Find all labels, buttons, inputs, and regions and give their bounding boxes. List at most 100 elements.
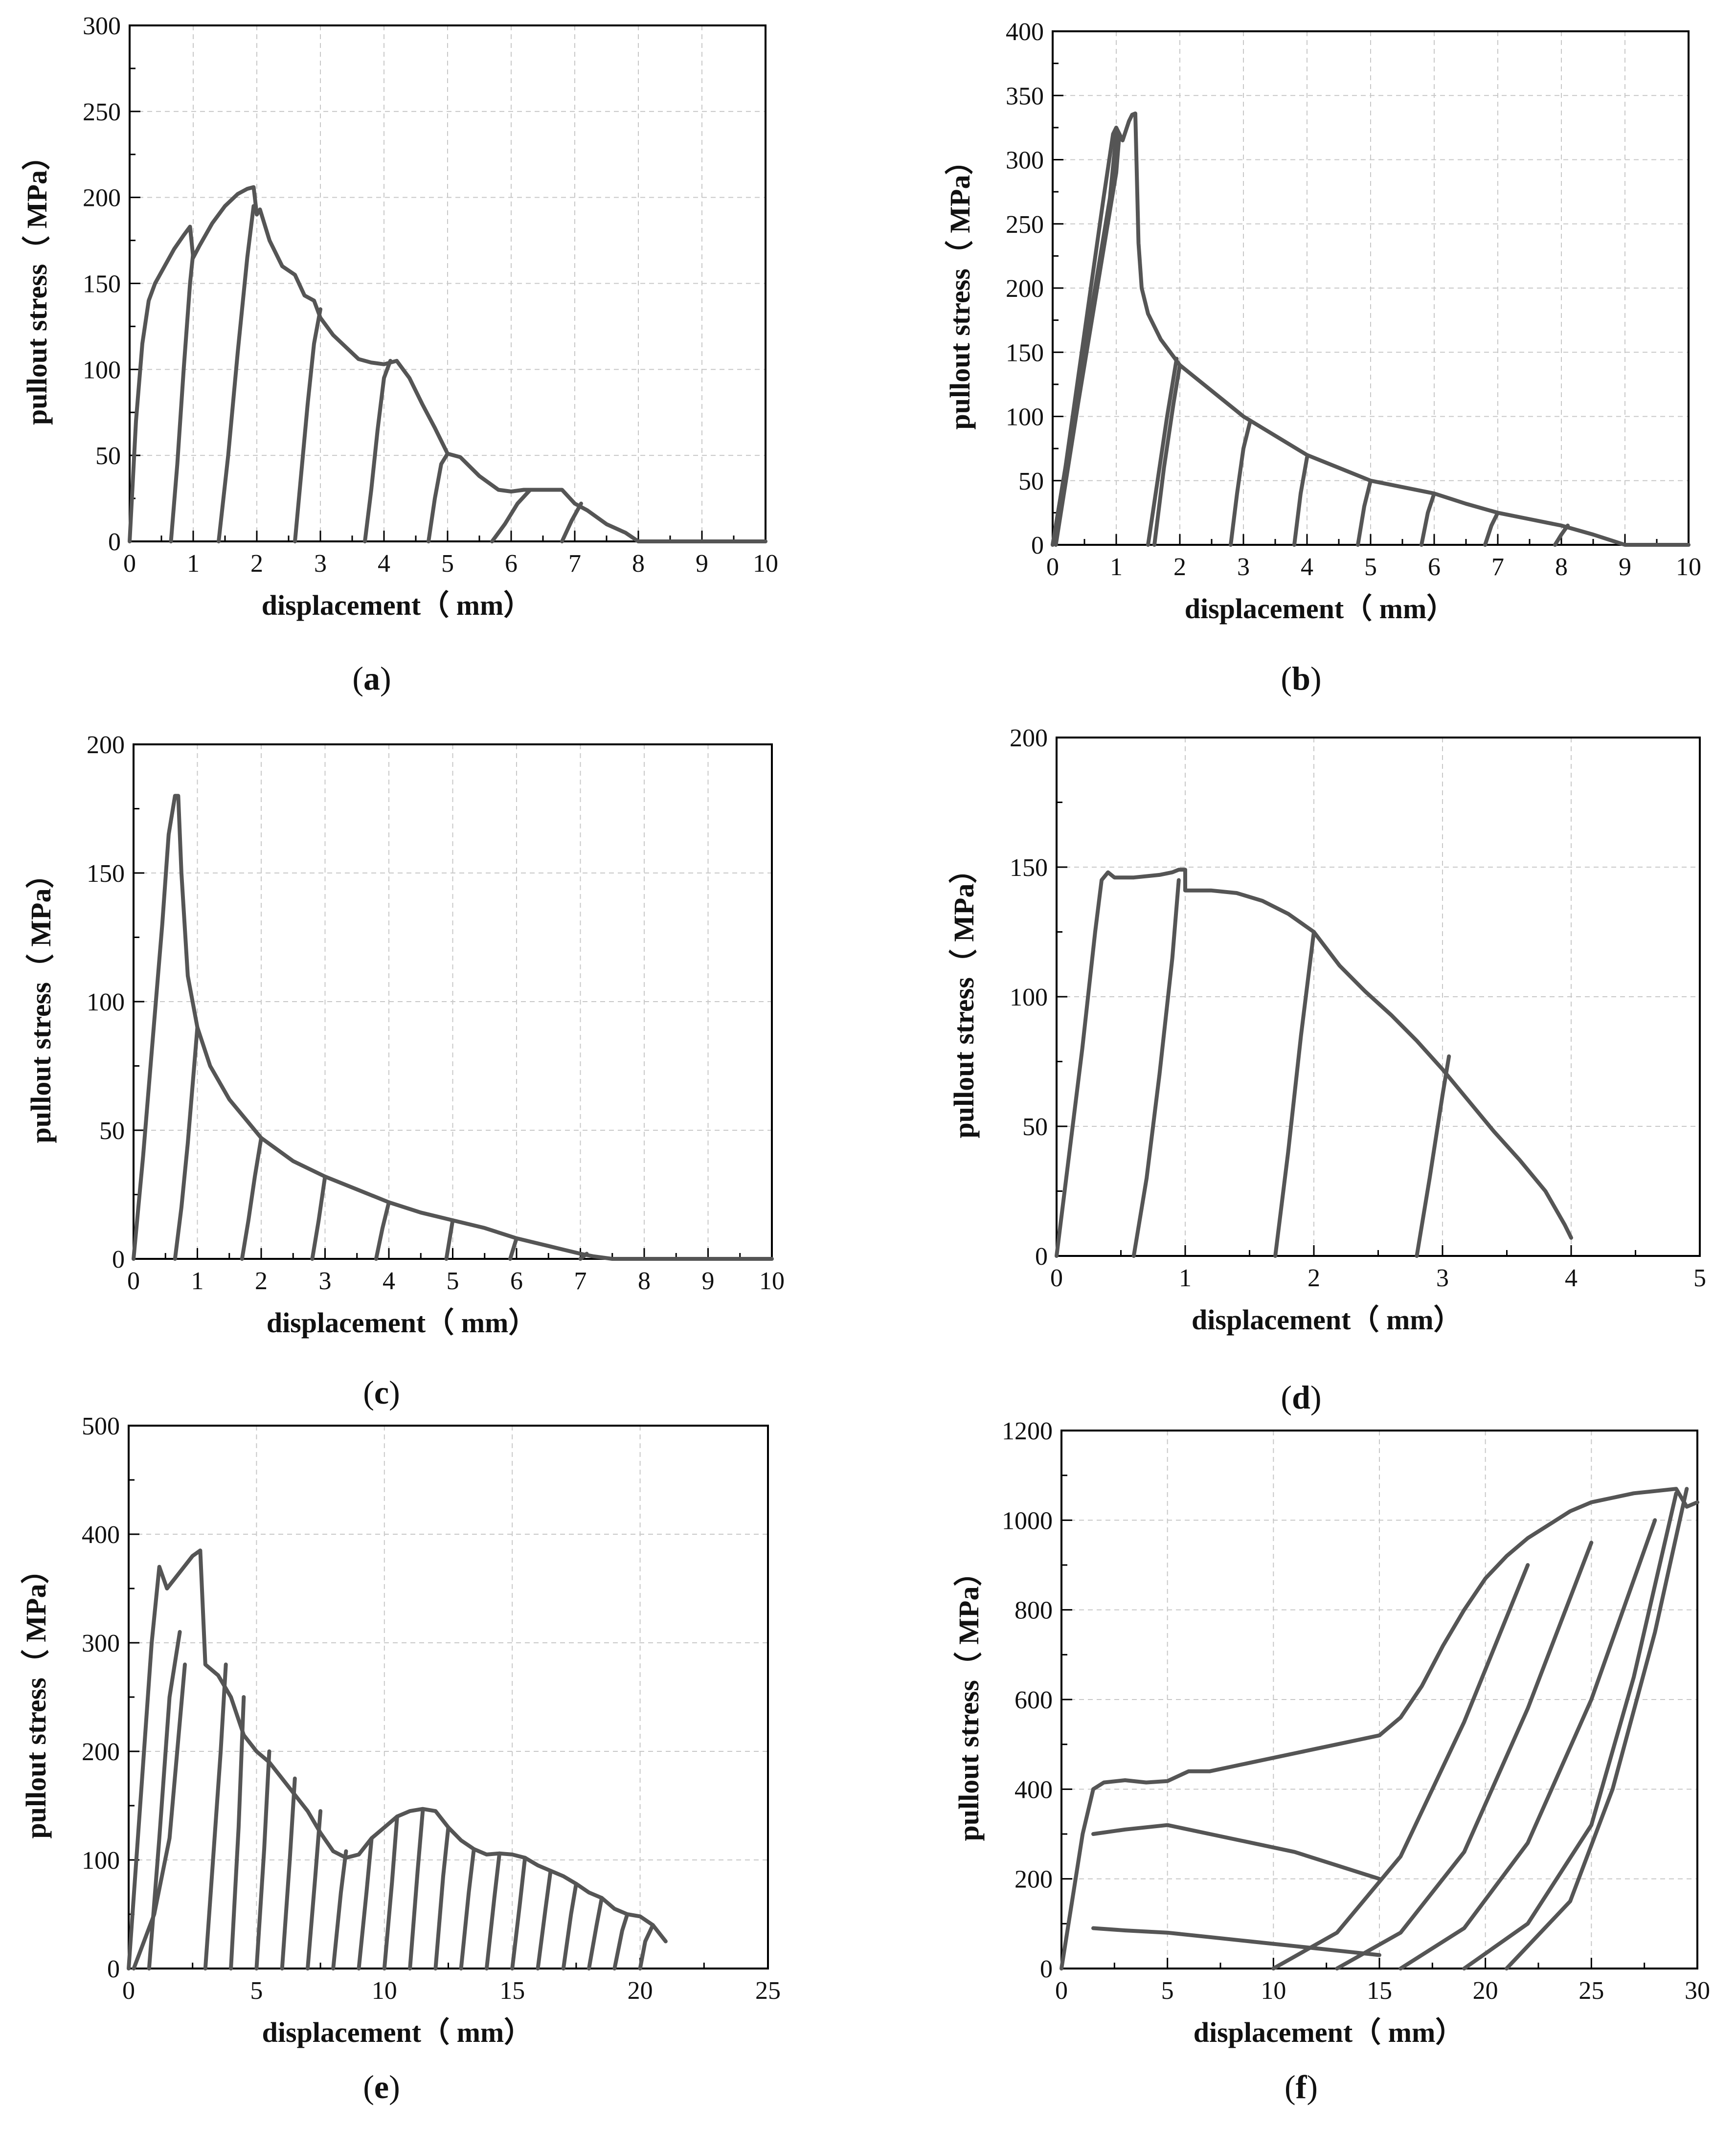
panel-caption: (c) bbox=[363, 1374, 400, 1411]
x-tick-label: 6 bbox=[1428, 553, 1441, 581]
x-tick-label: 10 bbox=[1676, 553, 1701, 581]
x-tick-label: 15 bbox=[499, 1977, 525, 2005]
series-line-e-18 bbox=[587, 1896, 604, 1970]
series-line-c-5 bbox=[444, 1218, 455, 1261]
x-tick-label: 0 bbox=[1050, 1264, 1063, 1292]
caption-open: ( bbox=[1281, 660, 1292, 697]
series-line-a-7 bbox=[560, 501, 583, 543]
series-line-f-4 bbox=[1335, 1541, 1594, 1970]
caption-open: ( bbox=[363, 2068, 374, 2105]
y-tick-label: 1200 bbox=[1002, 1417, 1053, 1445]
x-tick-label: 0 bbox=[122, 1977, 135, 2005]
series-line-e-7 bbox=[306, 1809, 323, 1970]
y-tick-label: 200 bbox=[1015, 1866, 1053, 1894]
series-line-b-8 bbox=[1420, 492, 1436, 547]
y-tick-label: 100 bbox=[1006, 403, 1044, 431]
series-line-a-5 bbox=[427, 451, 450, 543]
series-line-e-19 bbox=[612, 1912, 630, 1970]
series-line-e-16 bbox=[536, 1869, 553, 1970]
series-line-c-6 bbox=[508, 1236, 519, 1261]
caption-close: ) bbox=[389, 1374, 400, 1411]
series-line-c-2 bbox=[240, 1136, 263, 1261]
x-tick-label: 4 bbox=[1301, 553, 1313, 581]
x-axis-title: displacement（ mm） bbox=[1192, 1304, 1462, 1336]
x-tick-label: 5 bbox=[250, 1977, 263, 2005]
series-line-e-6 bbox=[280, 1776, 297, 1970]
caption-open: ( bbox=[363, 1374, 374, 1411]
x-tick-label: 1 bbox=[1110, 553, 1123, 581]
y-tick-label: 100 bbox=[87, 988, 125, 1016]
x-axis-title: displacement（ mm） bbox=[267, 1307, 537, 1339]
series-line-c-4 bbox=[374, 1200, 391, 1261]
caption-close: ) bbox=[380, 660, 391, 697]
caption-letter: f bbox=[1296, 2068, 1308, 2105]
series-line-e-17 bbox=[561, 1881, 578, 1970]
caption-letter: d bbox=[1292, 1379, 1310, 1416]
series-line-d-0 bbox=[1055, 868, 1573, 1258]
x-tick-label: 0 bbox=[1046, 553, 1059, 581]
y-tick-label: 200 bbox=[1010, 724, 1048, 752]
y-tick-label: 400 bbox=[1006, 18, 1044, 46]
series-line-e-1 bbox=[147, 1630, 182, 1970]
series-line-c-1 bbox=[173, 1025, 200, 1261]
panel-caption: (e) bbox=[363, 2068, 400, 2105]
y-tick-label: 0 bbox=[108, 528, 121, 556]
series-line-c-3 bbox=[310, 1174, 327, 1261]
series-line-e-15 bbox=[510, 1856, 527, 1970]
y-tick-label: 250 bbox=[83, 98, 121, 126]
panel-caption: (f) bbox=[1285, 2068, 1318, 2105]
series-line-a-1 bbox=[169, 250, 195, 543]
series-line-a-2 bbox=[217, 204, 256, 543]
x-tick-label: 20 bbox=[1473, 1977, 1498, 2005]
series-line-b-6 bbox=[1292, 455, 1309, 547]
x-tick-label: 10 bbox=[1261, 1977, 1286, 2005]
x-tick-label: 25 bbox=[1578, 1977, 1604, 2005]
caption-open: ( bbox=[1285, 2068, 1296, 2105]
series-line-a-6 bbox=[490, 488, 532, 543]
series-line-e-0 bbox=[127, 1548, 668, 1970]
series-line-b-7 bbox=[1356, 478, 1373, 547]
series-line-b-1 bbox=[1051, 132, 1118, 547]
y-axis-title: pullout stress（ MPa） bbox=[20, 1556, 52, 1839]
x-axis-title: displacement（ mm） bbox=[1185, 593, 1455, 625]
y-tick-label: 300 bbox=[1006, 147, 1044, 175]
x-tick-label: 0 bbox=[127, 1267, 140, 1295]
caption-open: ( bbox=[352, 660, 363, 697]
y-tick-label: 100 bbox=[1010, 984, 1048, 1011]
x-axis-title: displacement（ mm） bbox=[1194, 2016, 1464, 2048]
y-tick-label: 50 bbox=[1018, 468, 1044, 495]
x-tick-label: 9 bbox=[1619, 553, 1631, 581]
series-line-f-1 bbox=[1091, 1823, 1381, 1881]
y-tick-label: 0 bbox=[1031, 532, 1044, 559]
x-tick-label: 8 bbox=[632, 550, 645, 578]
series-line-e-8 bbox=[331, 1849, 348, 1970]
y-tick-label: 150 bbox=[83, 270, 121, 298]
series-line-a-3 bbox=[293, 307, 322, 543]
y-tick-label: 200 bbox=[87, 731, 125, 759]
x-tick-label: 8 bbox=[638, 1267, 651, 1295]
x-tick-label: 5 bbox=[1693, 1264, 1706, 1292]
chart-panel-b: 0 1 2 3 4 5 6 7 8 9 10050100150200250300350400disp… bbox=[944, 18, 1701, 697]
panel-caption: (a) bbox=[352, 660, 391, 697]
y-tick-label: 800 bbox=[1015, 1597, 1053, 1625]
series-line-e-5 bbox=[254, 1749, 271, 1970]
y-tick-label: 500 bbox=[82, 1412, 120, 1440]
series-line-e-9 bbox=[357, 1836, 374, 1970]
y-tick-label: 50 bbox=[99, 1117, 125, 1145]
caption-close: ) bbox=[1307, 2068, 1318, 2105]
series-line-b-2 bbox=[1054, 132, 1122, 547]
y-tick-label: 200 bbox=[1006, 275, 1044, 303]
y-tick-label: 0 bbox=[1035, 1243, 1048, 1271]
x-tick-label: 1 bbox=[187, 550, 200, 578]
y-tick-label: 400 bbox=[82, 1521, 120, 1549]
plot-frame bbox=[128, 1425, 769, 1969]
series-line-b-10 bbox=[1553, 523, 1570, 547]
y-tick-label: 200 bbox=[82, 1738, 120, 1766]
y-tick-label: 150 bbox=[1010, 854, 1048, 882]
y-tick-label: 100 bbox=[83, 356, 121, 384]
y-tick-label: 0 bbox=[1040, 1955, 1053, 1983]
y-tick-label: 100 bbox=[82, 1847, 120, 1875]
series-line-e-3 bbox=[203, 1662, 228, 1970]
x-tick-label: 0 bbox=[1055, 1977, 1068, 2005]
